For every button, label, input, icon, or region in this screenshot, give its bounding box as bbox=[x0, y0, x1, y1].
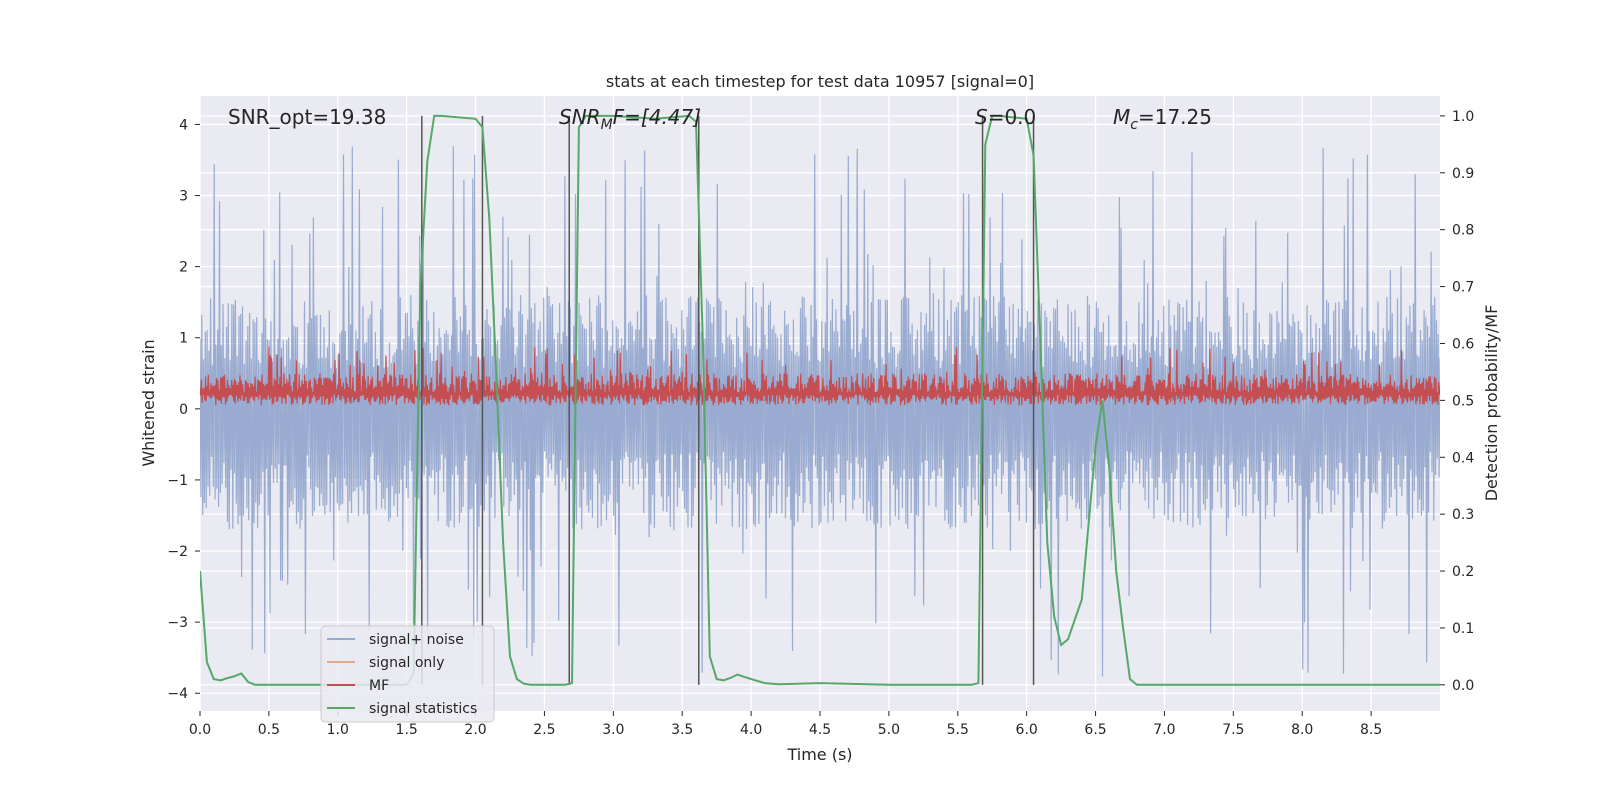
x-tick-label: 0.0 bbox=[189, 722, 211, 738]
y2-tick-label: 1.0 bbox=[1452, 109, 1474, 125]
legend-box bbox=[320, 625, 495, 723]
y-tick-label: −1 bbox=[167, 473, 188, 489]
x-tick-label: 1.5 bbox=[396, 722, 418, 738]
annotation-mc-value: =17.25 bbox=[1138, 105, 1212, 129]
annotation-s-value: =0.0 bbox=[988, 105, 1037, 129]
legend-label-signal-noise: signal+ noise bbox=[369, 632, 464, 648]
y2-tick-label: 0.2 bbox=[1452, 564, 1474, 580]
annotation-mc: Mc=17.25 bbox=[1113, 105, 1212, 133]
y-tick-label: −4 bbox=[167, 686, 188, 702]
legend-label-signal-only: signal only bbox=[369, 655, 444, 671]
y2-tick-label: 0.9 bbox=[1452, 166, 1474, 182]
y2-tick-label: 0.8 bbox=[1452, 223, 1474, 239]
series-signal-noise bbox=[200, 145, 1440, 677]
y-tick-label: 4 bbox=[179, 117, 188, 133]
y2-tick-label: 0.5 bbox=[1452, 393, 1474, 409]
legend-label-signal-statistics: signal statistics bbox=[369, 701, 477, 717]
y-axis-ticks: 4 3 2 1 0 −1 −2 −3 −4 bbox=[167, 117, 200, 702]
y-tick-label: −2 bbox=[167, 544, 188, 560]
y2-tick-label: 0.3 bbox=[1452, 507, 1474, 523]
y-tick-label: −3 bbox=[167, 615, 188, 631]
x-tick-label: 1.0 bbox=[327, 722, 349, 738]
x-tick-label: 7.0 bbox=[1153, 722, 1175, 738]
x-tick-label: 4.5 bbox=[809, 722, 831, 738]
y2-tick-label: 0.0 bbox=[1452, 678, 1474, 694]
annotation-s-label: S bbox=[975, 105, 988, 129]
annotation-snr-mf-rest: F=[4.47] bbox=[613, 105, 701, 129]
x-tick-label: 8.0 bbox=[1291, 722, 1313, 738]
x-tick-label: 5.0 bbox=[878, 722, 900, 738]
y2-axis-ticks: 1.0 0.9 0.8 0.7 0.6 0.5 0.4 0.3 0.2 0.1 0.0 bbox=[1440, 109, 1474, 694]
series-mf bbox=[200, 346, 1440, 406]
y-tick-label: 2 bbox=[179, 260, 188, 276]
legend: signal+ noise signal only MF signal stat… bbox=[320, 625, 495, 723]
x-axis-label: Time (s) bbox=[786, 745, 852, 764]
annotation-mc-base: M bbox=[1113, 105, 1130, 129]
x-tick-label: 7.5 bbox=[1222, 722, 1244, 738]
x-tick-label: 2.5 bbox=[533, 722, 555, 738]
annotation-mc-sub: c bbox=[1130, 117, 1138, 133]
chart-title: stats at each timestep for test data 109… bbox=[606, 72, 1034, 91]
x-axis-ticks: 0.0 0.5 1.0 1.5 2.0 2.5 3.0 3.5 4.0 4.5 5.0 5.5 6.0 6… bbox=[189, 711, 1382, 738]
y2-axis-label: Detection probability/MF bbox=[1482, 305, 1501, 502]
y-axis-label: Whitened strain bbox=[139, 339, 158, 466]
y-tick-label: 1 bbox=[179, 331, 188, 347]
x-tick-label: 4.0 bbox=[740, 722, 762, 738]
annotation-snr-mf-base: SNR bbox=[559, 105, 601, 129]
annotation-snr-mf-sub: M bbox=[601, 117, 613, 133]
y-tick-label: 3 bbox=[179, 189, 188, 205]
x-tick-label: 2.0 bbox=[464, 722, 486, 738]
x-tick-label: 6.0 bbox=[1016, 722, 1038, 738]
x-tick-label: 3.0 bbox=[602, 722, 624, 738]
x-tick-label: 6.5 bbox=[1084, 722, 1106, 738]
legend-label-mf: MF bbox=[369, 678, 389, 694]
y-tick-label: 0 bbox=[179, 402, 188, 418]
x-tick-label: 3.5 bbox=[671, 722, 693, 738]
x-tick-label: 8.5 bbox=[1360, 722, 1382, 738]
y2-tick-label: 0.7 bbox=[1452, 280, 1474, 296]
y2-tick-label: 0.6 bbox=[1452, 336, 1474, 352]
annotation-snr-mf: SNRMF=[4.47] bbox=[559, 105, 701, 133]
y2-tick-label: 0.1 bbox=[1452, 621, 1474, 637]
x-tick-label: 0.5 bbox=[258, 722, 280, 738]
annotation-s: S=0.0 bbox=[975, 105, 1036, 129]
x-tick-label: 5.5 bbox=[947, 722, 969, 738]
annotation-snr-opt: SNR_opt=19.38 bbox=[228, 105, 386, 129]
y2-tick-label: 0.4 bbox=[1452, 450, 1474, 466]
